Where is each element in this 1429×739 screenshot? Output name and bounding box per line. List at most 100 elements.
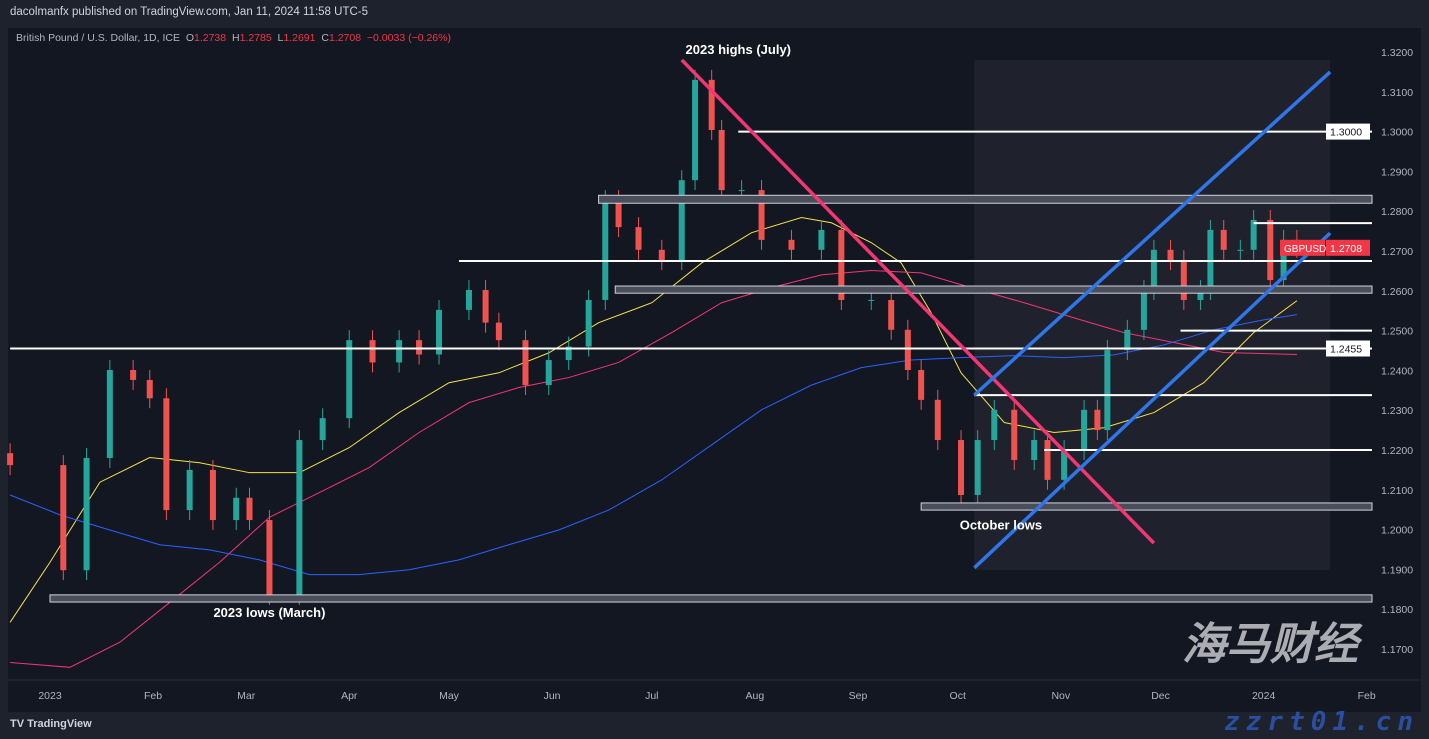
support-resistance-zone	[598, 194, 1373, 204]
y-tick-label: 1.2300	[1381, 405, 1413, 417]
support-resistance-zone	[614, 285, 1373, 294]
moving-average-line	[9, 314, 1297, 576]
candle-body	[246, 497, 253, 521]
candle-body	[545, 360, 552, 386]
candle-body	[416, 340, 423, 355]
candle-body	[788, 239, 795, 250]
candle-body	[918, 370, 925, 400]
candle-body	[1061, 450, 1068, 480]
watermark-cn: 海马财经	[1182, 620, 1358, 669]
open-label: O	[185, 32, 194, 44]
candle-body	[692, 79, 699, 181]
publisher-text: dacolmanfx published on TradingView.com,…	[10, 6, 368, 18]
candle-body	[130, 370, 137, 380]
candle-body	[818, 229, 825, 250]
candle-body	[888, 299, 895, 330]
candle-body	[163, 398, 170, 511]
support-resistance-zone	[920, 502, 1373, 511]
trend-line	[680, 58, 1156, 545]
trend-line	[973, 70, 1332, 397]
candle-body	[738, 190, 745, 192]
y-tick-label: 1.2200	[1381, 445, 1413, 457]
candle-body	[1094, 409, 1101, 431]
change-value: −0.0033 (−0.26%)	[366, 32, 451, 44]
candle-body	[991, 409, 998, 441]
chart-annotation: October lows	[960, 518, 1042, 533]
trend-line	[973, 231, 1332, 570]
y-tick-label: 1.2900	[1381, 166, 1413, 178]
last-price-value: 1.2708	[1330, 243, 1362, 255]
x-tick-label: Nov	[1051, 690, 1070, 702]
candle-body	[718, 130, 725, 191]
candle-body	[465, 290, 472, 310]
x-tick-label: Jul	[645, 690, 658, 702]
candle-body	[658, 249, 665, 261]
y-tick-label: 1.2100	[1381, 485, 1413, 497]
high-label: H	[231, 32, 240, 44]
candle-body	[319, 418, 326, 441]
y-tick-label: 1.1700	[1381, 644, 1413, 656]
last-price-bg	[1326, 239, 1370, 256]
date-range-shade	[974, 60, 1331, 570]
y-tick-label: 1.2600	[1381, 286, 1413, 298]
candle-body	[868, 299, 875, 301]
watermark-url: zzrt01.cn	[1224, 707, 1419, 737]
low-value: 1.2691	[283, 32, 316, 44]
tv-icon: TV	[10, 718, 28, 730]
x-tick-label: Apr	[341, 690, 358, 702]
footer-bar	[0, 712, 1429, 739]
x-tick-label: Aug	[746, 690, 765, 702]
candle-body	[233, 497, 240, 521]
logo-text: TradingView	[27, 718, 92, 730]
x-tick-label: Feb	[144, 690, 162, 702]
candle-body	[296, 440, 303, 595]
candle-body	[1197, 290, 1204, 300]
candle-body	[7, 453, 14, 466]
y-tick-label: 1.3100	[1381, 87, 1413, 99]
candle-body	[436, 309, 443, 355]
candle-body	[838, 229, 845, 300]
candle-body	[60, 465, 67, 571]
x-tick-label: 2024	[1252, 690, 1276, 702]
price-level-label: 1.3000	[1330, 127, 1362, 139]
candle-body	[1220, 229, 1227, 250]
y-tick-label: 1.2800	[1381, 206, 1413, 218]
x-tick-label: Dec	[1151, 690, 1170, 702]
x-tick-label: May	[439, 690, 460, 702]
y-tick-label: 1.1800	[1381, 604, 1413, 616]
candle-body	[678, 180, 685, 261]
candle-body	[495, 322, 502, 341]
x-tick-label: Mar	[237, 690, 256, 702]
chart-annotation: 2023 highs (July)	[686, 42, 791, 57]
candle-body	[602, 200, 609, 300]
chart-annotation: 2023 lows (March)	[213, 605, 325, 620]
candle-body	[974, 440, 981, 495]
price-level-label-bg	[1326, 123, 1370, 140]
price-level-label-bg	[1326, 340, 1370, 357]
candle-body	[1011, 409, 1018, 460]
candle-body	[346, 340, 353, 419]
candle-body	[1104, 350, 1111, 431]
candle-body	[482, 290, 489, 323]
x-tick-label: 2023	[38, 690, 62, 702]
candle-body	[1180, 260, 1187, 300]
publisher-bar: dacolmanfx published on TradingView.com,…	[0, 0, 1429, 28]
x-tick-label: Jun	[544, 690, 561, 702]
symbol-legend: British Pound / U.S. Dollar, 1D, ICE O1.…	[16, 32, 451, 44]
candle-body	[106, 370, 113, 458]
y-tick-label: 1.2000	[1381, 525, 1413, 537]
candle-body	[1267, 219, 1274, 281]
candle-body	[186, 469, 193, 511]
tradingview-logo[interactable]: TV TradingView	[10, 718, 92, 730]
candle-body	[635, 227, 642, 250]
candle-body	[1044, 440, 1051, 480]
candle-body	[585, 299, 592, 347]
candle-body	[708, 79, 715, 131]
low-label: L	[277, 32, 284, 44]
candle-body	[934, 399, 941, 441]
candle-body	[209, 469, 216, 521]
candle-body	[758, 190, 765, 240]
support-resistance-zone	[49, 594, 1373, 603]
close-value: 1.2708	[328, 32, 362, 44]
